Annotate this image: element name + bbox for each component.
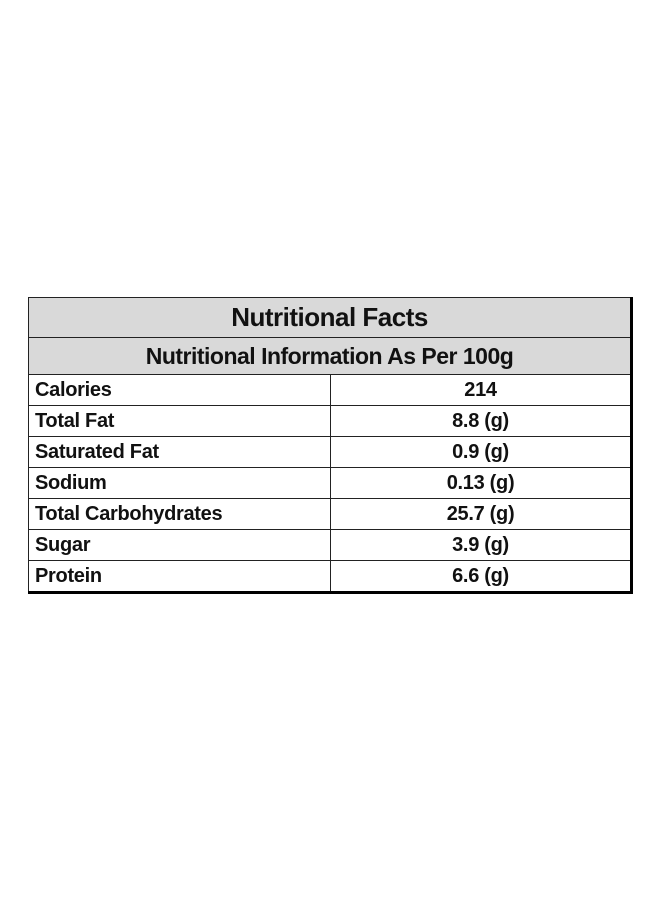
table-row: Total Fat 8.8 (g) [28, 405, 633, 437]
table-row: Sugar 3.9 (g) [28, 529, 633, 561]
nutrition-table: Nutritional Facts Nutritional Informatio… [27, 297, 634, 594]
nutrient-name: Total Carbohydrates [28, 498, 331, 530]
table-row: Calories 214 [28, 374, 633, 406]
nutrient-name: Protein [28, 560, 331, 593]
nutrient-amount: 0.13 (g) [329, 467, 633, 499]
nutrient-amount: 8.8 (g) [329, 405, 633, 437]
table-row: Sodium 0.13 (g) [28, 467, 633, 499]
nutrient-name: Calories [28, 374, 331, 406]
table-row: Total Carbohydrates 25.7 (g) [28, 498, 633, 530]
nutrient-amount: 6.6 (g) [329, 560, 633, 593]
table-body: Nutritional Facts Nutritional Informatio… [27, 297, 633, 593]
nutrient-amount: 25.7 (g) [329, 498, 633, 530]
nutrient-name: Sodium [28, 467, 331, 499]
nutrient-amount: 214 [329, 374, 633, 406]
table-subtitle: Nutritional Information As Per 100g [27, 337, 633, 375]
table-row: Saturated Fat 0.9 (g) [28, 436, 633, 468]
nutrient-amount: 3.9 (g) [329, 529, 633, 561]
nutrient-name: Saturated Fat [28, 436, 331, 468]
title-row: Nutritional Facts [27, 297, 633, 338]
nutrient-amount: 0.9 (g) [329, 436, 633, 468]
table-row: Protein 6.6 (g) [28, 560, 633, 593]
table-title: Nutritional Facts [27, 297, 633, 338]
nutrient-name: Sugar [28, 529, 331, 561]
subtitle-row: Nutritional Information As Per 100g [27, 337, 633, 375]
nutrient-name: Total Fat [28, 405, 331, 437]
